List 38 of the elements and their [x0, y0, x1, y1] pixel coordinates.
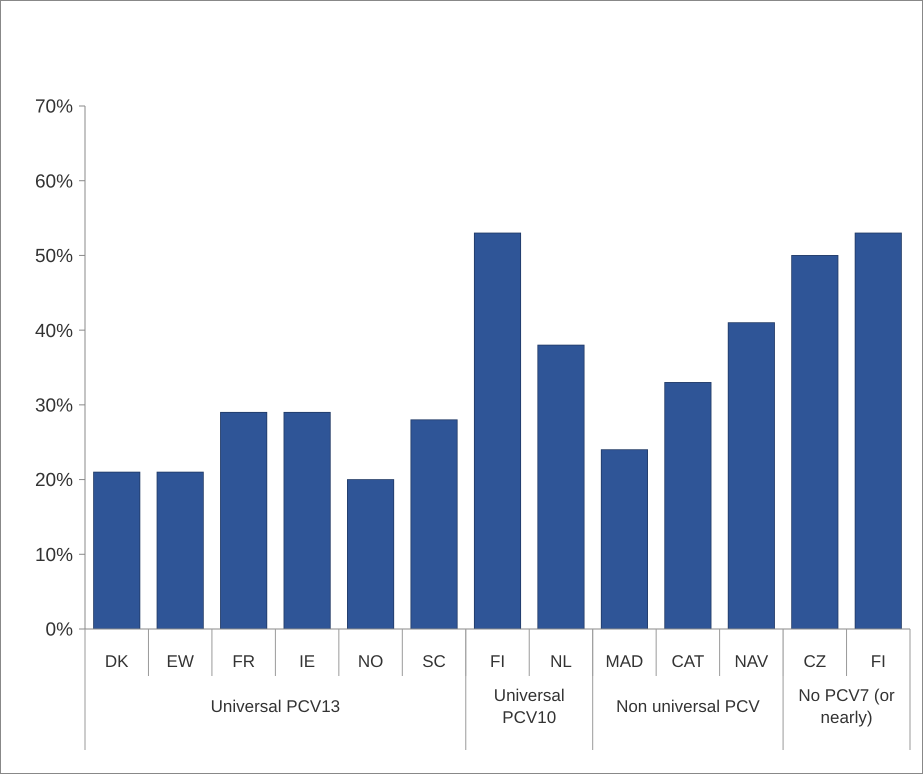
- x-tick-label: FR: [232, 652, 255, 671]
- bar: [791, 255, 838, 630]
- x-tick-label: DK: [104, 652, 130, 671]
- bar: [537, 344, 585, 630]
- x-tick-label: CAT: [672, 652, 704, 671]
- bar: [474, 232, 522, 630]
- y-tick-label: 70%: [34, 96, 74, 118]
- bar: [93, 472, 140, 630]
- y-tick-label: 10%: [34, 544, 74, 566]
- y-tick-label: 60%: [34, 171, 74, 192]
- x-tick-label: NO: [358, 652, 384, 671]
- bar: [728, 322, 775, 630]
- x-tick-label: CZ: [803, 652, 826, 671]
- bar: [854, 232, 902, 630]
- x-tick-label: MAD: [606, 652, 644, 671]
- x-tick-label: EW: [166, 652, 194, 671]
- y-tick-label: 40%: [34, 320, 74, 342]
- bar: [664, 382, 712, 630]
- x-tick-label: FI: [490, 652, 506, 671]
- y-tick-label: 20%: [34, 470, 74, 492]
- bar: [410, 419, 458, 630]
- bar: [600, 449, 648, 630]
- x-tick-label: NAV: [734, 652, 769, 671]
- y-tick-label: 50%: [34, 246, 74, 268]
- x-tick-label: FI: [870, 652, 886, 671]
- bar: [156, 472, 204, 630]
- text: No PCV7 (or nearly): [798, 686, 896, 727]
- x-tick-label: IE: [299, 652, 316, 671]
- y-tick-label: 0%: [46, 620, 74, 641]
- bar: [347, 479, 394, 630]
- text: Universal PCV10: [494, 686, 565, 727]
- bar: [220, 412, 268, 630]
- x-tick-label: SC: [422, 652, 446, 671]
- text: Non universal PCV: [616, 697, 760, 716]
- y-tick-label: 30%: [34, 396, 74, 417]
- bar: [284, 412, 331, 630]
- x-tick-label: NL: [550, 652, 572, 671]
- text: Universal PCV13: [210, 697, 340, 716]
